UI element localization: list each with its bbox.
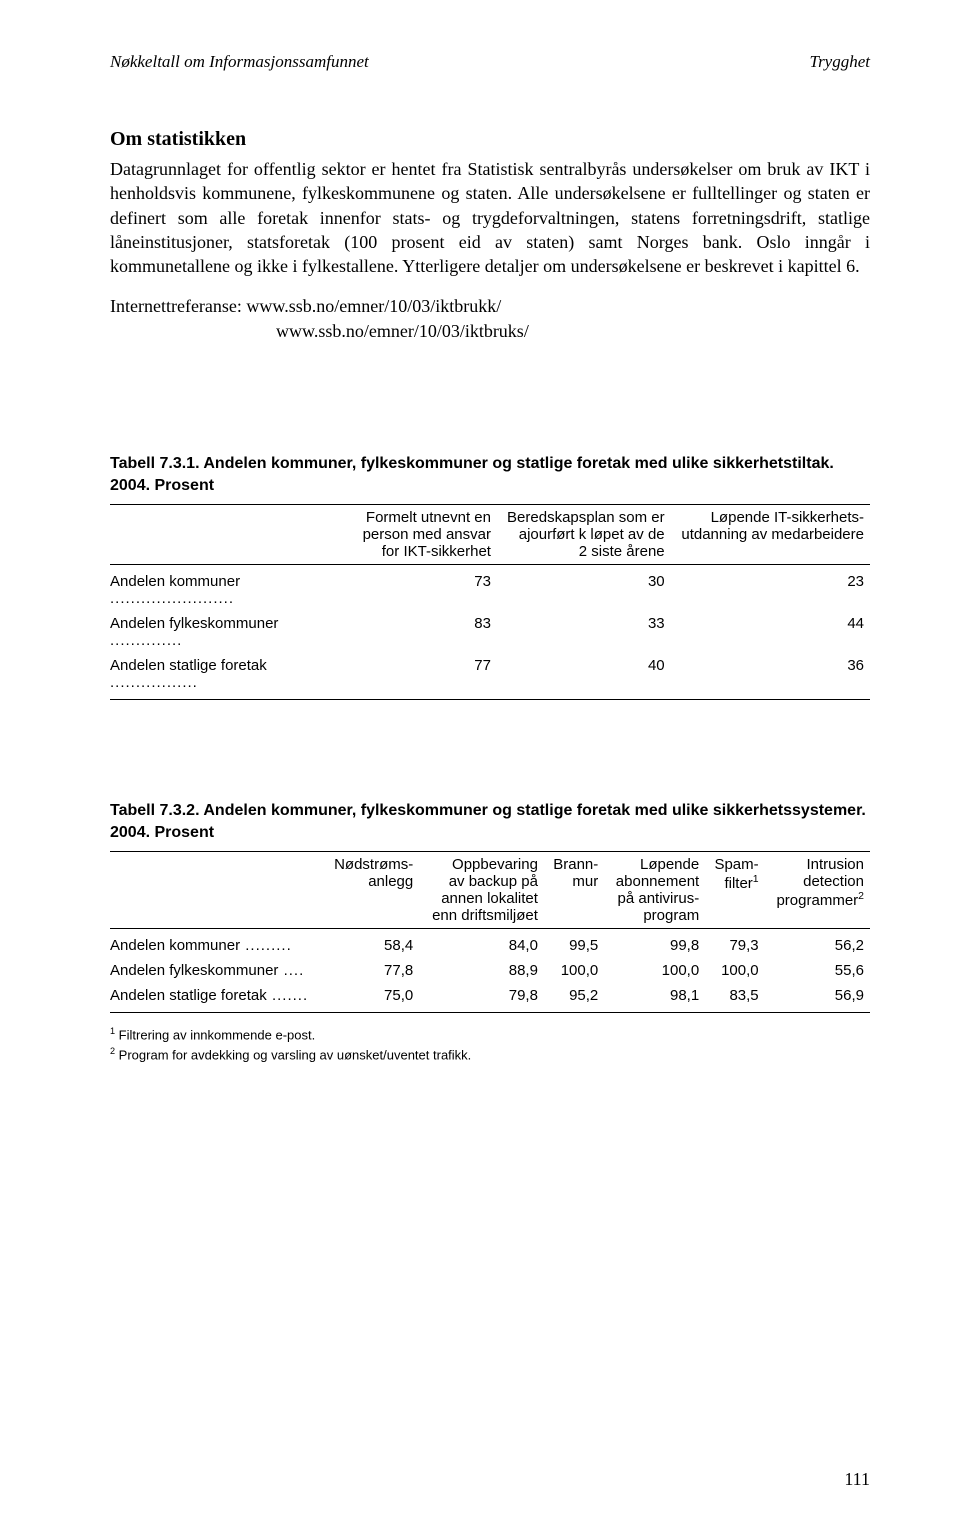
- table-row: Andelen fylkeskommuner 83 33 44: [110, 611, 870, 653]
- table-1-title: Tabell 7.3.1. Andelen kommuner, fylkesko…: [110, 453, 870, 496]
- table-2-col-4: Løpende abonnement på antivirus- program: [604, 852, 705, 929]
- table-row: Andelen kommuner 73 30 23: [110, 565, 870, 612]
- table-row: Andelen statlige foretak 77 40 36: [110, 653, 870, 700]
- header-right: Trygghet: [810, 52, 870, 72]
- reference-url-2: www.ssb.no/emner/10/03/iktbruks/: [276, 321, 529, 341]
- table-1: Formelt utnevnt en person med ansvar for…: [110, 504, 870, 700]
- table-2-title: Tabell 7.3.2. Andelen kommuner, fylkesko…: [110, 800, 870, 843]
- table-row: Andelen fylkeskommuner 77,8 88,9 100,0 1…: [110, 958, 870, 983]
- table-1-col-2: Beredskapsplan som er ajourført k løpet …: [497, 505, 671, 565]
- table-2-col-5: Spam- filter1: [705, 852, 764, 929]
- header-left: Nøkkeltall om Informasjonssamfunnet: [110, 52, 369, 72]
- table-row: Andelen statlige foretak 75,0 79,8 95,2 …: [110, 983, 870, 1013]
- table-2-col-6: Intrusion detection programmer2: [765, 852, 870, 929]
- table-2-footnotes: 1 Filtrering av innkommende e-post. 2 Pr…: [110, 1025, 870, 1064]
- section-heading: Om statistikken: [110, 128, 870, 151]
- running-header: Nøkkeltall om Informasjonssamfunnet Tryg…: [110, 52, 870, 72]
- table-1-col-1: Formelt utnevnt en person med ansvar for…: [353, 505, 497, 565]
- table-2-col-3: Brann- mur: [544, 852, 604, 929]
- section-paragraph: Datagrunnlaget for offentlig sektor er h…: [110, 157, 870, 278]
- table-row: Andelen kommuner 58,4 84,0 99,5 99,8 79,…: [110, 929, 870, 959]
- reference-label: Internettreferanse:: [110, 296, 242, 316]
- table-1-col-3: Løpende IT-sikkerhets- utdanning av meda…: [671, 505, 870, 565]
- table-2: Nødstrøms- anlegg Oppbevaring av backup …: [110, 851, 870, 1013]
- page-number: 111: [844, 1469, 870, 1490]
- table-2-col-1: Nødstrøms- anlegg: [323, 852, 419, 929]
- reference-url-1: www.ssb.no/emner/10/03/iktbrukk/: [246, 296, 501, 316]
- internet-reference: Internettreferanse: www.ssb.no/emner/10/…: [110, 294, 870, 343]
- table-2-col-2: Oppbevaring av backup på annen lokalitet…: [419, 852, 544, 929]
